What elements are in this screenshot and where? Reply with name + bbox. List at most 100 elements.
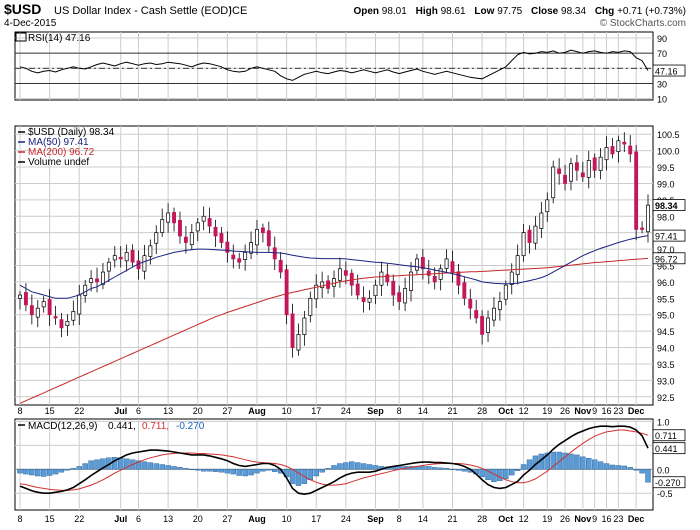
xaxis-bottom-tick-17: Oct [498,514,513,524]
xaxis-bottom-tick-4: 6 [136,514,141,524]
macd-hist-bar-14 [100,458,106,470]
candle-body-3 [35,307,40,318]
exchange-label: ICE [229,5,247,17]
macd-hist-bar-74 [455,469,462,471]
rsi-ytick-0: 90 [657,34,667,44]
macd-ytick-2: 0.0 [657,465,670,475]
macd-hist-bar-27 [177,467,183,470]
candle-body-10 [77,294,82,315]
close-label: Close [531,6,559,17]
candle-body-36 [231,254,236,260]
xaxis-top-tick-8: Aug [248,406,266,416]
macd-hist-bar-24 [159,464,165,470]
price-ytick-5: 98.0 [657,212,675,222]
candle-body-65 [403,288,408,304]
candle-body-51 [320,281,325,289]
candle-body-80 [492,307,496,321]
candle-body-21 [142,255,147,272]
xaxis-top-tick-19: 19 [542,406,552,416]
candle-body-13 [95,278,99,283]
xaxis-top-tick-9: 10 [282,406,292,416]
macd-hist-bar-47 [295,469,302,486]
candle-body-6 [53,316,58,319]
macd-hist-bar-92 [562,452,568,470]
macd-hist-bar-70 [431,467,438,470]
candle-body-58 [361,297,366,302]
macd-hist-bar-46 [289,469,296,484]
candle-body-44 [278,260,283,273]
rsi-legend-label: RSI(14) 47.16 [28,33,91,44]
xaxis-bottom-tick-23: 16 [602,514,612,524]
rsi-legend-swatch [15,32,27,42]
macd-tag-0-box [652,429,686,442]
macd-tag-2: -0.270 [655,478,681,488]
candle-body-105 [640,227,645,230]
rsi-ytick-3: 30 [657,79,667,89]
candle-body-63 [391,280,396,296]
candle-body-87 [533,225,538,244]
candle-body-99 [604,146,609,161]
xaxis-top-tick-21: Nov [574,406,591,416]
macd-hist-bar-0 [17,469,23,474]
price-ytick-16: 92.5 [657,393,675,403]
macd-hist-bar-94 [574,454,580,470]
macd-hist-bar-40 [254,469,260,474]
xaxis-bottom-tick-13: 8 [397,514,402,524]
close-value: 98.34 [561,6,586,17]
candle-body-64 [397,292,402,302]
macd-hist-bar-25 [165,465,171,470]
macd-hist-bar-7 [58,469,65,473]
candle-body-12 [89,278,94,283]
macd-hist-bar-83 [509,469,515,476]
macd-hist-bar-2 [29,469,35,476]
price-ytick-3: 99.0 [657,179,675,189]
candle-body-49 [308,297,313,316]
quote-summary: Open 98.01 High 98.61 Low 97.75 Close 98… [353,6,686,17]
macd-hist-bar-91 [556,451,562,470]
price-tag-1-box [652,229,686,242]
xaxis-top-tick-7: 27 [222,406,232,416]
rsi-ytick-4: 10 [657,94,667,104]
candle-body-2 [29,305,34,316]
candle-body-39 [249,242,254,254]
xaxis-top-tick-15: 21 [447,406,457,416]
candle-body-74 [456,271,461,286]
low-value: 97.75 [497,6,522,17]
candle-body-50 [314,284,319,300]
xaxis-top-tick-4: 6 [136,406,141,416]
macd-hist-bar-69 [426,466,432,470]
candle-body-83 [509,271,514,285]
ma200-line [19,257,649,404]
xaxis-bottom-tick-21: Nov [574,514,591,524]
macd-hist-bar-106 [645,469,651,483]
xaxis-bottom-tick-16: 28 [477,514,487,524]
candle-body-18 [124,252,129,262]
macd-signal-line [19,429,649,491]
candle-body-25 [166,212,171,223]
macd-hist-bar-42 [266,469,272,471]
candle-body-90 [551,166,556,199]
rsi-frame [14,31,654,101]
macd-hist-bar-59 [366,464,373,470]
candle-body-4 [41,301,46,308]
price-tag-0-box [652,199,686,212]
macd-hist-bar-6 [52,469,59,475]
macd-hist-bar-21 [141,461,148,470]
candle-body-41 [260,227,265,234]
macd-hist-bar-100 [609,464,616,470]
candle-body-26 [172,212,176,224]
macd-hist-bar-38 [242,469,248,477]
xaxis-bottom-tick-6: 20 [193,514,203,524]
rsi-ytick-1: 70 [657,49,667,59]
macd-hist-bar-18 [123,458,130,470]
candle-body-17 [118,256,123,260]
candle-body-37 [237,258,242,263]
macd-hist-bar-81 [497,469,503,481]
candle-body-73 [450,261,455,273]
xaxis-bottom-tick-12: Sep [367,514,384,524]
price-ytick-7: 97.0 [657,245,675,255]
xaxis-top-tick-2: 22 [74,406,84,416]
change-label: Chg [595,6,614,17]
candle-body-54 [337,268,342,281]
